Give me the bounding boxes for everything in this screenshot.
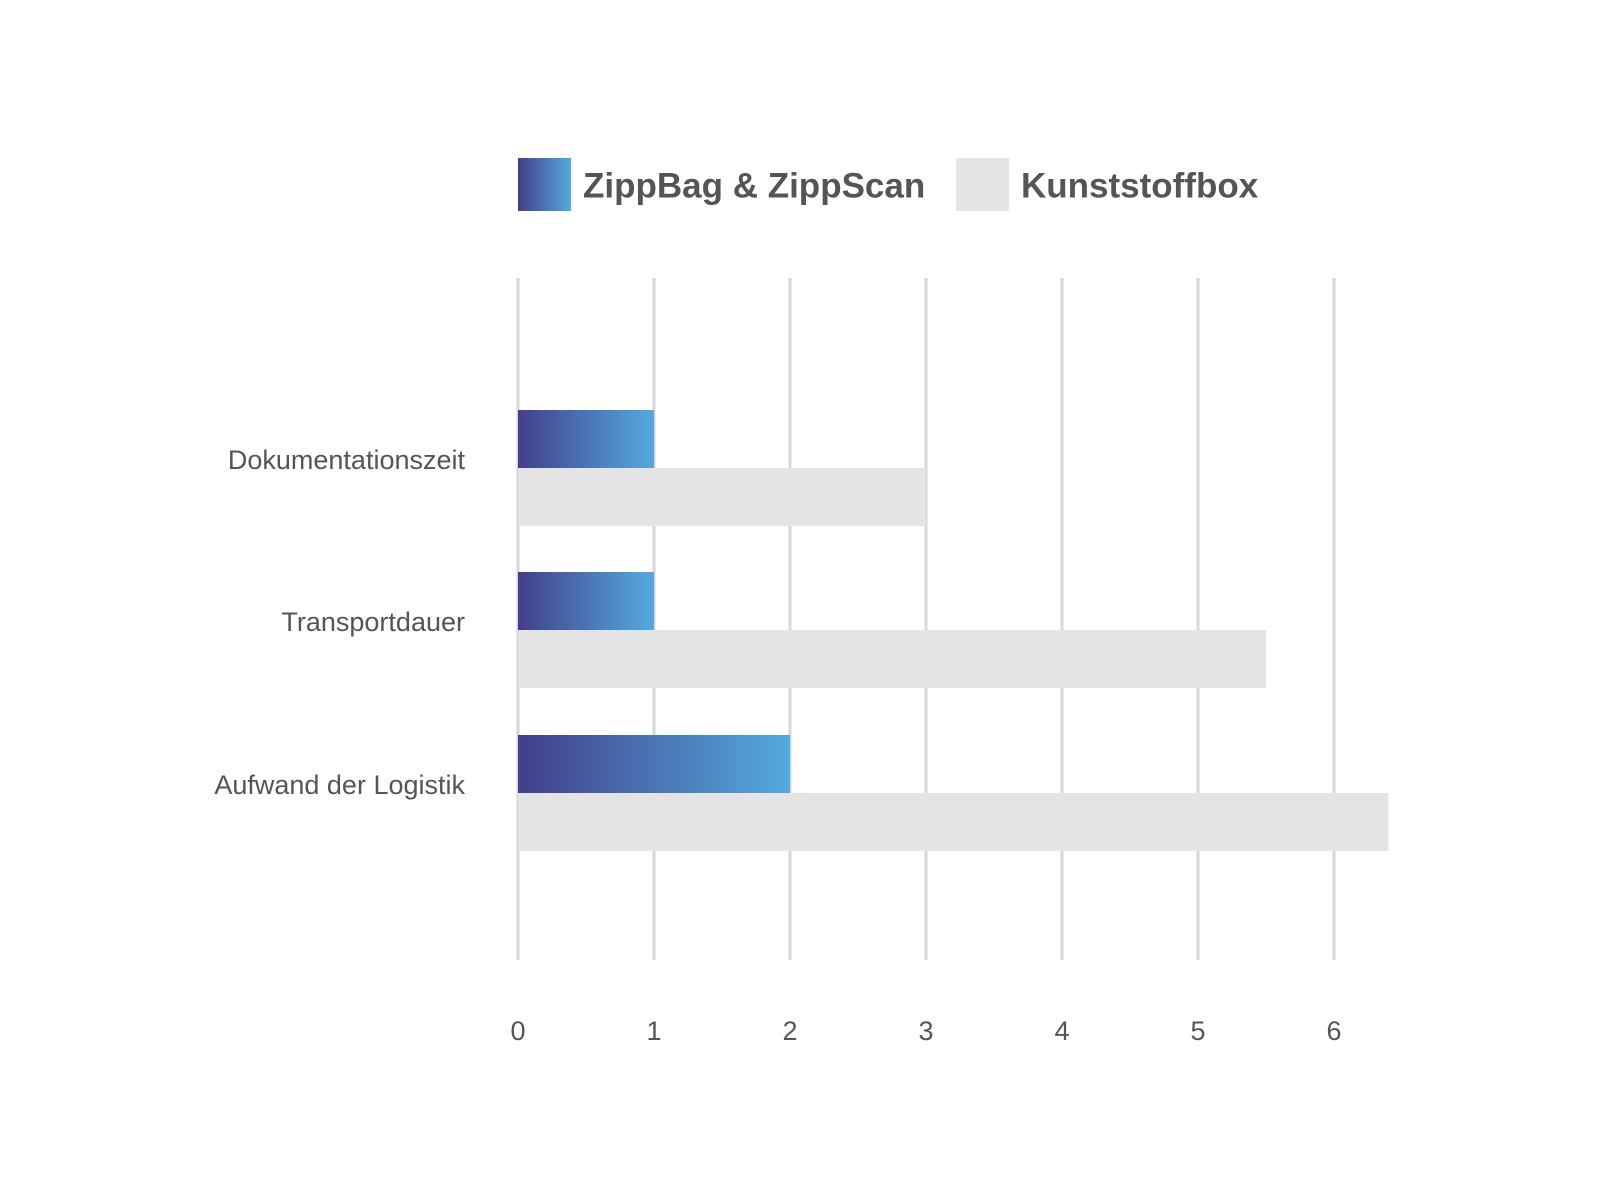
legend-label: ZippBag & ZippScan: [583, 166, 925, 205]
x-tick-label: 0: [510, 1016, 525, 1046]
bar: [518, 410, 654, 468]
x-tick-label: 1: [646, 1016, 661, 1046]
bar: [518, 793, 1389, 851]
x-tick-label: 3: [918, 1016, 933, 1046]
x-tick-label: 2: [782, 1016, 797, 1046]
y-tick-label: Transportdauer: [281, 607, 465, 637]
x-tick-label: 4: [1054, 1016, 1069, 1046]
legend-label: Kunststoffbox: [1021, 166, 1259, 205]
x-tick-label: 6: [1326, 1016, 1341, 1046]
legend-swatch: [956, 158, 1009, 211]
y-tick-label: Dokumentationszeit: [228, 445, 466, 475]
y-tick-label: Aufwand der Logistik: [214, 770, 465, 800]
legend-swatch: [518, 158, 571, 211]
bar: [518, 572, 654, 630]
bar: [518, 735, 790, 793]
bar: [518, 468, 926, 526]
bar: [518, 630, 1266, 688]
x-tick-label: 5: [1190, 1016, 1205, 1046]
